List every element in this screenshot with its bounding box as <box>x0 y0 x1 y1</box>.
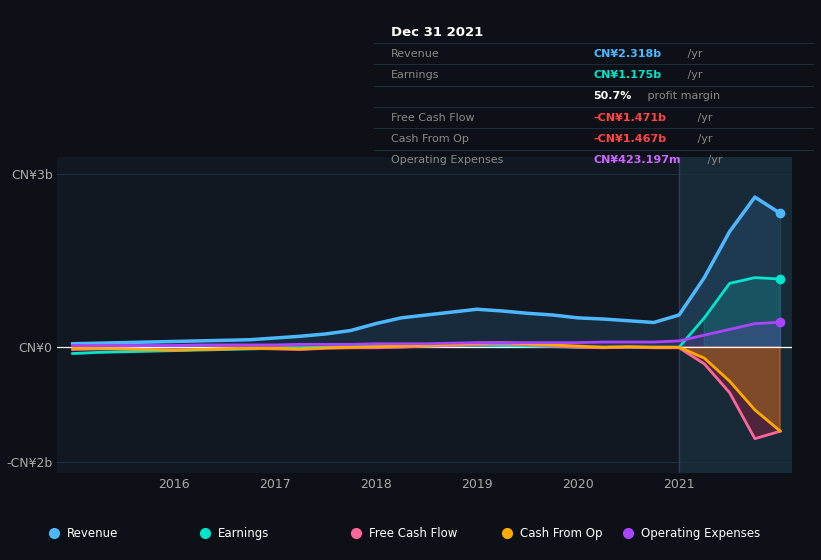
Text: Free Cash Flow: Free Cash Flow <box>391 113 475 123</box>
Text: Revenue: Revenue <box>67 527 118 540</box>
Text: CN¥423.197m: CN¥423.197m <box>594 155 681 165</box>
Text: /yr: /yr <box>684 49 703 59</box>
Text: -CN¥1.467b: -CN¥1.467b <box>594 134 667 144</box>
Text: Free Cash Flow: Free Cash Flow <box>369 527 457 540</box>
Text: 50.7%: 50.7% <box>594 91 631 101</box>
Text: Cash From Op: Cash From Op <box>391 134 469 144</box>
Text: Cash From Op: Cash From Op <box>520 527 603 540</box>
Text: Revenue: Revenue <box>391 49 440 59</box>
Text: /yr: /yr <box>695 134 713 144</box>
Text: profit margin: profit margin <box>644 91 720 101</box>
Text: CN¥2.318b: CN¥2.318b <box>594 49 661 59</box>
Bar <box>679 157 796 473</box>
Text: Earnings: Earnings <box>391 70 439 80</box>
Text: Earnings: Earnings <box>218 527 269 540</box>
Text: Operating Expenses: Operating Expenses <box>641 527 760 540</box>
Text: /yr: /yr <box>695 113 713 123</box>
Text: CN¥1.175b: CN¥1.175b <box>594 70 661 80</box>
Text: /yr: /yr <box>704 155 722 165</box>
Text: Dec 31 2021: Dec 31 2021 <box>391 26 484 39</box>
Text: -CN¥1.471b: -CN¥1.471b <box>594 113 666 123</box>
Text: Operating Expenses: Operating Expenses <box>391 155 503 165</box>
Text: /yr: /yr <box>684 70 703 80</box>
